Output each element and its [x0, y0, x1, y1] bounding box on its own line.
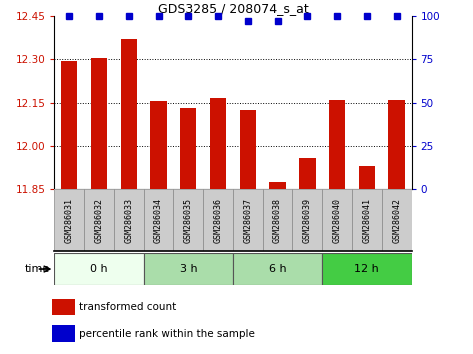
Bar — [91, 58, 107, 189]
Bar — [233, 189, 263, 251]
Text: GSM286037: GSM286037 — [243, 198, 252, 243]
Text: 0 h: 0 h — [90, 264, 108, 274]
Text: GSM286042: GSM286042 — [392, 198, 401, 243]
Bar — [292, 189, 322, 251]
Bar — [61, 61, 78, 189]
Bar — [210, 98, 226, 189]
Text: GSM286031: GSM286031 — [65, 198, 74, 243]
Bar — [382, 189, 412, 251]
Bar — [174, 189, 203, 251]
Text: GSM286035: GSM286035 — [184, 198, 193, 243]
Bar — [114, 189, 144, 251]
Bar — [352, 189, 382, 251]
Bar — [240, 110, 256, 189]
Text: GSM286034: GSM286034 — [154, 198, 163, 243]
Text: time: time — [25, 264, 50, 274]
Text: GSM286041: GSM286041 — [362, 198, 371, 243]
Text: GSM286040: GSM286040 — [333, 198, 342, 243]
Bar — [53, 299, 75, 315]
Title: GDS3285 / 208074_s_at: GDS3285 / 208074_s_at — [158, 2, 308, 15]
Text: GSM286033: GSM286033 — [124, 198, 133, 243]
Bar — [233, 253, 322, 285]
Text: 12 h: 12 h — [354, 264, 379, 274]
Bar — [144, 253, 233, 285]
Bar — [322, 189, 352, 251]
Text: GSM286039: GSM286039 — [303, 198, 312, 243]
Bar — [263, 189, 292, 251]
Bar — [121, 39, 137, 189]
Bar — [270, 182, 286, 189]
Bar — [150, 101, 167, 189]
Text: transformed count: transformed count — [79, 302, 176, 312]
Text: GSM286032: GSM286032 — [95, 198, 104, 243]
Bar — [54, 253, 144, 285]
Text: GSM286038: GSM286038 — [273, 198, 282, 243]
Bar — [53, 325, 75, 342]
Bar — [322, 253, 412, 285]
Text: percentile rank within the sample: percentile rank within the sample — [79, 329, 254, 338]
Bar — [299, 158, 315, 189]
Bar — [359, 166, 375, 189]
Text: 3 h: 3 h — [179, 264, 197, 274]
Bar — [203, 189, 233, 251]
Bar — [54, 189, 84, 251]
Text: GSM286036: GSM286036 — [214, 198, 223, 243]
Bar — [388, 100, 405, 189]
Text: 6 h: 6 h — [269, 264, 287, 274]
Bar — [84, 189, 114, 251]
Bar — [329, 100, 345, 189]
Bar — [180, 108, 196, 189]
Bar — [144, 189, 174, 251]
